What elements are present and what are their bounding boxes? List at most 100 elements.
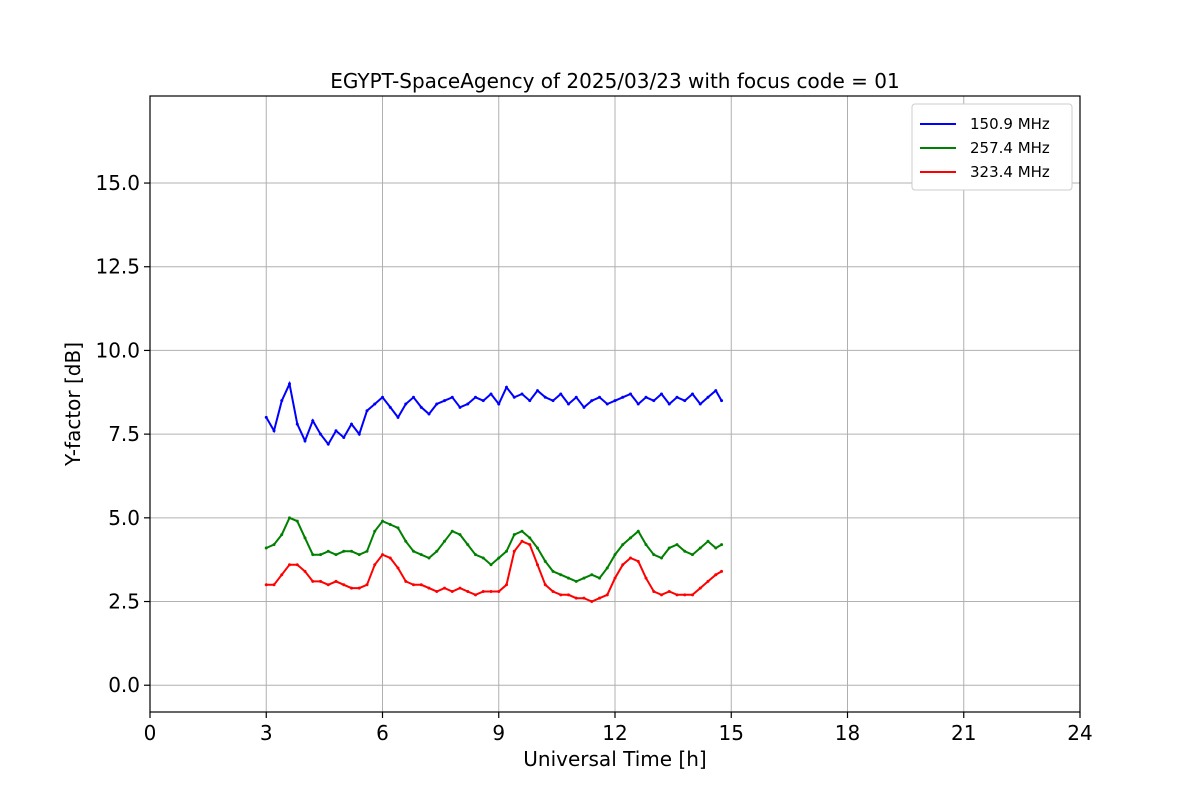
data-point bbox=[357, 553, 361, 557]
data-point bbox=[505, 583, 508, 587]
y-tick-label: 12.5 bbox=[95, 255, 140, 279]
tick-layer: 0 3 6 9 12 15 18 21 24 0.0 2.5 5.0 7.5 10.0 12.5 15.0 bbox=[95, 171, 1092, 745]
data-point bbox=[660, 593, 663, 597]
data-point bbox=[706, 579, 710, 583]
data-point bbox=[388, 523, 392, 527]
data-point bbox=[691, 593, 694, 597]
data-point bbox=[272, 583, 276, 587]
data-point bbox=[427, 586, 431, 590]
data-point bbox=[443, 586, 446, 590]
data-point bbox=[652, 553, 656, 557]
data-point bbox=[419, 583, 423, 587]
data-point bbox=[350, 549, 353, 553]
data-point bbox=[683, 593, 687, 597]
data-point bbox=[319, 553, 322, 557]
data-point bbox=[404, 579, 408, 583]
data-point bbox=[590, 573, 594, 577]
data-point bbox=[582, 576, 586, 580]
data-point bbox=[644, 576, 648, 580]
data-point bbox=[435, 589, 439, 593]
data-point bbox=[528, 536, 532, 540]
data-point bbox=[458, 405, 462, 409]
data-point bbox=[326, 549, 330, 553]
x-tick-label: 21 bbox=[951, 721, 976, 745]
data-point bbox=[295, 519, 299, 523]
data-point bbox=[598, 395, 601, 399]
data-point bbox=[512, 533, 516, 537]
data-point bbox=[497, 556, 501, 560]
y-tick-label: 5.0 bbox=[108, 506, 140, 530]
data-point bbox=[605, 402, 609, 406]
y-tick-label: 15.0 bbox=[95, 171, 140, 195]
data-point bbox=[342, 549, 346, 553]
y-tick-label: 10.0 bbox=[95, 338, 140, 362]
data-point bbox=[505, 385, 508, 389]
data-point bbox=[621, 395, 625, 399]
data-point bbox=[466, 543, 470, 547]
data-point bbox=[629, 536, 632, 540]
data-point bbox=[443, 399, 446, 403]
data-point bbox=[497, 402, 501, 406]
data-point bbox=[698, 586, 702, 590]
data-point bbox=[605, 566, 609, 570]
data-point bbox=[280, 533, 284, 537]
data-point bbox=[629, 556, 632, 560]
data-point bbox=[458, 533, 462, 537]
data-point bbox=[396, 415, 400, 419]
data-point bbox=[512, 395, 516, 399]
data-point bbox=[512, 549, 516, 553]
data-point bbox=[373, 529, 377, 533]
data-point bbox=[419, 553, 423, 557]
data-point bbox=[574, 579, 578, 583]
data-point bbox=[675, 395, 679, 399]
data-point bbox=[319, 432, 322, 436]
data-point bbox=[381, 519, 384, 523]
data-point bbox=[272, 543, 276, 547]
legend-box bbox=[911, 103, 1073, 191]
data-point bbox=[466, 402, 470, 406]
data-point bbox=[373, 563, 377, 567]
data-point bbox=[350, 586, 353, 590]
data-point bbox=[458, 586, 462, 590]
data-point bbox=[450, 529, 454, 533]
data-point bbox=[443, 539, 446, 543]
data-point bbox=[652, 589, 656, 593]
data-point bbox=[691, 553, 694, 557]
x-tick-label: 15 bbox=[719, 721, 744, 745]
data-point bbox=[567, 576, 570, 580]
data-point bbox=[412, 395, 415, 399]
data-point bbox=[303, 536, 307, 540]
data-point bbox=[357, 586, 361, 590]
data-point bbox=[574, 395, 578, 399]
data-point bbox=[288, 563, 291, 567]
data-point bbox=[396, 566, 400, 570]
y-tick-label: 2.5 bbox=[108, 590, 140, 614]
legend-label: 323.4 MHz bbox=[970, 163, 1050, 181]
data-point bbox=[326, 583, 330, 587]
data-point bbox=[691, 392, 694, 396]
data-point bbox=[280, 573, 284, 577]
data-point bbox=[629, 392, 632, 396]
data-point bbox=[474, 395, 477, 399]
data-point bbox=[536, 546, 539, 550]
data-point bbox=[644, 543, 648, 547]
data-point bbox=[427, 556, 431, 560]
data-point bbox=[567, 402, 570, 406]
data-point bbox=[528, 543, 532, 547]
data-point bbox=[675, 543, 679, 547]
data-point bbox=[714, 389, 718, 393]
data-point bbox=[481, 589, 485, 593]
data-point bbox=[272, 429, 276, 433]
data-point bbox=[264, 415, 268, 419]
data-point bbox=[720, 399, 724, 403]
data-point bbox=[334, 553, 338, 557]
data-point bbox=[303, 569, 307, 573]
data-point bbox=[605, 593, 609, 597]
data-point bbox=[381, 395, 384, 399]
data-point bbox=[613, 399, 617, 403]
data-point bbox=[497, 589, 501, 593]
data-point bbox=[412, 549, 415, 553]
data-point bbox=[319, 579, 322, 583]
data-point bbox=[295, 422, 299, 426]
